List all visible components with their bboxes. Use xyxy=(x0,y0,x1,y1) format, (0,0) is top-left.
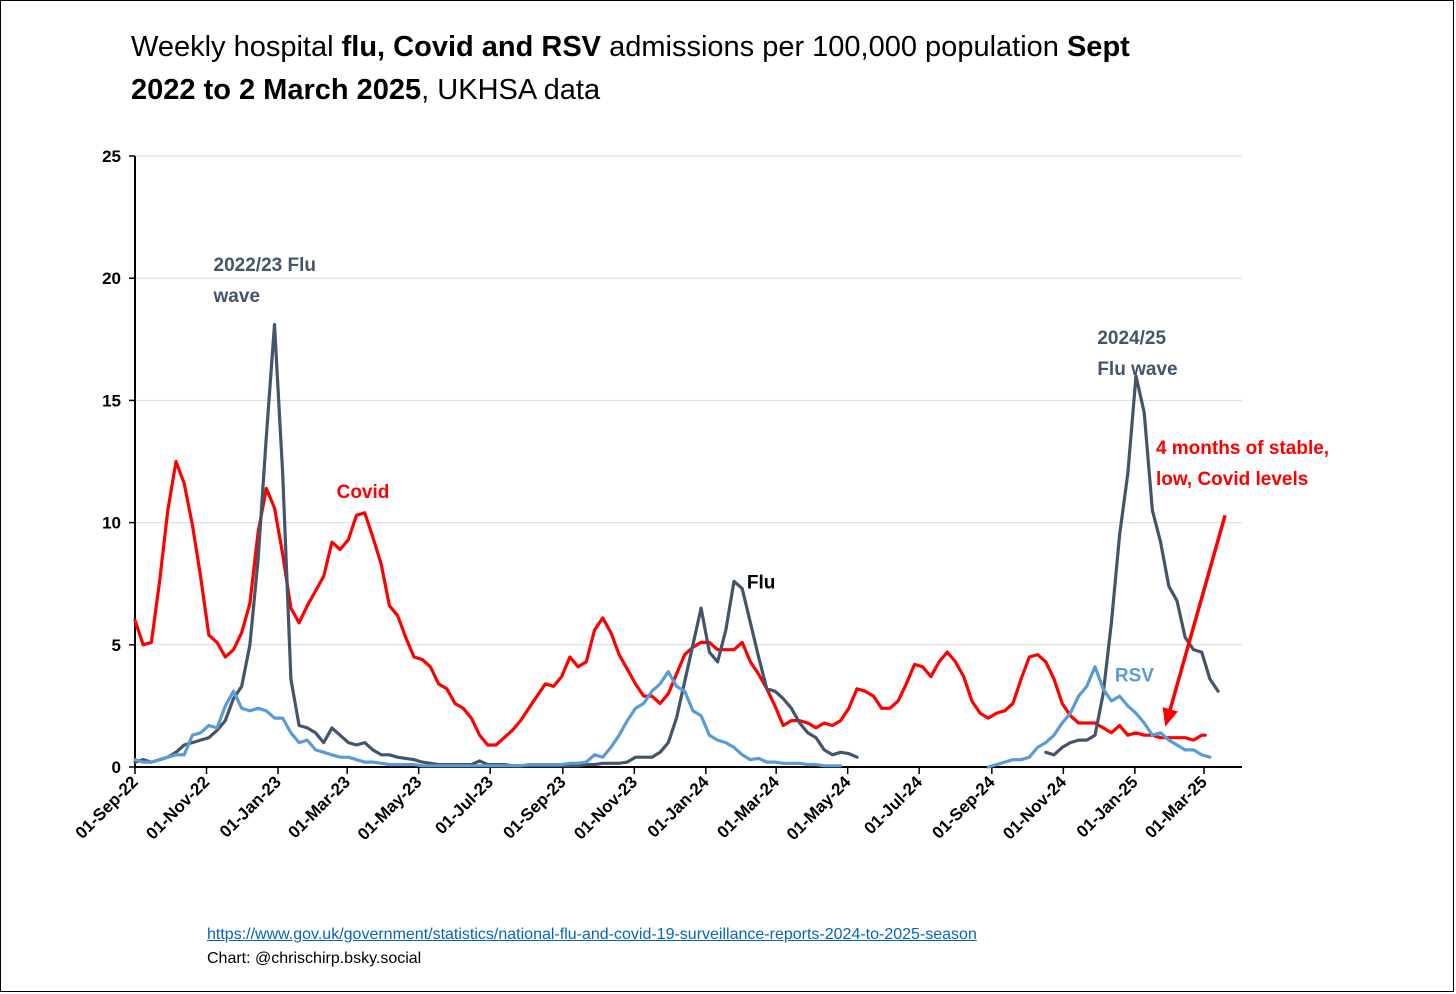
title-line2-part-0: 2022 to 2 March 2025 xyxy=(131,74,421,106)
title-line1-part-2: admissions per 100,000 population xyxy=(601,31,1067,63)
y-tick-label-10: 10 xyxy=(102,514,121,533)
x-tick-label-0: 01-Sep-22 xyxy=(72,772,142,842)
title-line1-part-0: Weekly hospital xyxy=(131,31,342,63)
x-tick-label-4: 01-May-23 xyxy=(354,772,426,844)
series-lines xyxy=(133,323,1220,769)
x-tick-label-13: 01-Nov-24 xyxy=(999,772,1070,843)
annotation-3-line-0: 2024/25 xyxy=(1097,328,1166,349)
x-tick-label-6: 01-Sep-23 xyxy=(499,772,569,842)
y-tick-label-0: 0 xyxy=(112,758,121,777)
annotation-5-line-0: 4 months of stable, xyxy=(1156,438,1329,459)
x-tick-label-7: 01-Nov-23 xyxy=(570,772,641,843)
source-link[interactable]: https://www.gov.uk/government/statistics… xyxy=(207,926,977,943)
y-axis: 0 5 10 15 20 25 xyxy=(102,147,136,777)
annotation-1-line-0: Covid xyxy=(337,482,390,503)
annotation-arrow-head xyxy=(1162,707,1178,727)
annotation-2-line-0: Flu xyxy=(747,573,776,594)
annotation-3-line-1: Flu wave xyxy=(1097,359,1177,380)
title-line1-part-3: Sept xyxy=(1067,31,1130,63)
x-tick-label-1: 01-Nov-22 xyxy=(142,772,213,843)
x-tick-label-15: 01-Mar-25 xyxy=(1141,772,1211,842)
series-line-rsv xyxy=(133,665,1212,769)
y-tick-label-15: 15 xyxy=(102,391,121,410)
chart-credit: Chart: @chrischirp.bsky.social xyxy=(207,950,422,967)
x-tick-label-3: 01-Mar-23 xyxy=(284,772,354,842)
x-tick-label-14: 01-Jan-25 xyxy=(1073,772,1142,841)
title-line1-part-1: flu, Covid and RSV xyxy=(342,31,602,63)
chart-title-line-1: Weekly hospital flu, Covid and RSV admis… xyxy=(131,31,1130,63)
y-tick-label-20: 20 xyxy=(102,269,121,288)
annotation-5: 4 months of stable, low, Covid levels xyxy=(1156,438,1329,490)
x-tick-label-10: 01-May-24 xyxy=(783,772,855,844)
x-tick-label-8: 01-Jan-24 xyxy=(644,772,713,841)
x-tick-label-11: 01-Jul-24 xyxy=(860,772,926,838)
annotation-arrow-shaft xyxy=(1168,514,1227,710)
x-tick-label-5: 01-Jul-23 xyxy=(431,772,497,838)
annotation-5-line-1: low, Covid levels xyxy=(1156,469,1308,490)
annotation-2: Flu xyxy=(747,573,776,594)
y-tick-label-5: 5 xyxy=(112,636,121,655)
x-tick-label-9: 01-Mar-24 xyxy=(713,772,783,842)
x-axis: 01-Sep-22 01-Nov-22 01-Jan-23 01-Mar-23 01-M… xyxy=(72,766,1242,844)
annotation-4-line-0: RSV xyxy=(1115,665,1154,686)
y-tick-label-25: 25 xyxy=(102,147,121,166)
series-line-flu xyxy=(133,323,1220,768)
chart-title-line-2: 2022 to 2 March 2025, UKHSA data xyxy=(131,74,601,106)
annotation-3: 2024/25 Flu wave xyxy=(1097,328,1177,380)
title-line2-part-1: , UKHSA data xyxy=(421,74,601,106)
annotation-0-line-1: wave xyxy=(213,286,260,307)
annotation-0-line-0: 2022/23 Flu xyxy=(214,255,316,276)
x-tick-label-12: 01-Sep-24 xyxy=(928,772,999,843)
gridlines xyxy=(135,155,1242,646)
x-tick-label-2: 01-Jan-23 xyxy=(216,772,285,841)
series-line-covid xyxy=(133,459,1207,747)
annotation-4: RSV xyxy=(1115,665,1154,686)
annotation-1: Covid xyxy=(337,482,390,503)
annotations: 2022/23 Flu wave Covid Flu 2024/25 Flu wave RS… xyxy=(213,255,1329,727)
annotation-0: 2022/23 Flu wave xyxy=(213,255,316,307)
